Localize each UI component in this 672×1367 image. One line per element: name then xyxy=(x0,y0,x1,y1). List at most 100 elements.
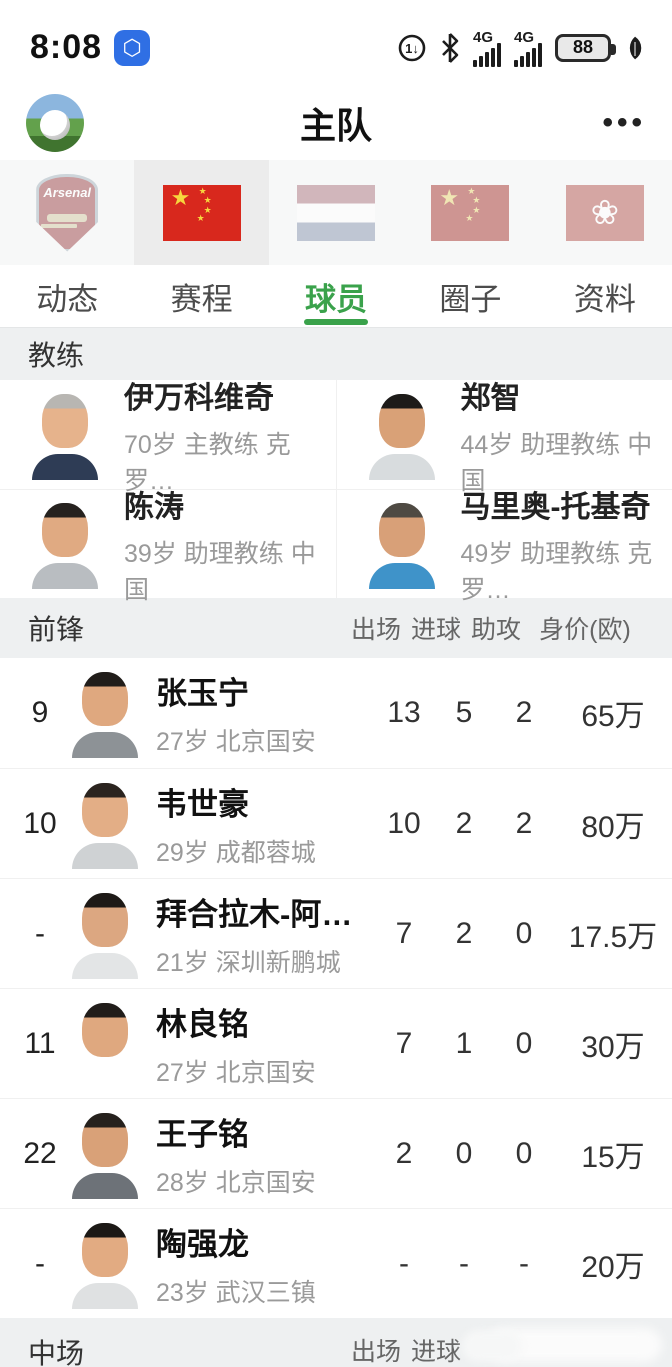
player-row-taoqianglong[interactable]: - 陶强龙 23岁 武汉三镇 - - - 20万 xyxy=(0,1208,672,1318)
stat-goals: 2 xyxy=(455,916,473,950)
stat-value: 20万 xyxy=(581,1250,645,1284)
stat-goals: 1 xyxy=(455,1026,473,1060)
player-row-linliangming[interactable]: 11 林良铭 27岁 北京国安 7 1 0 30万 xyxy=(0,988,672,1098)
player-name: 陶强龙 xyxy=(156,1226,249,1262)
stat-value: 15万 xyxy=(581,1140,645,1174)
coach-avatar xyxy=(28,389,102,480)
coach-meta: 39岁 助理教练 中国 xyxy=(124,540,316,604)
active-tab-underline xyxy=(304,319,369,325)
stat-goals: 2 xyxy=(455,806,473,840)
coach-name: 郑智 xyxy=(460,381,521,415)
coach-meta: 49岁 助理教练 克罗… xyxy=(460,540,653,604)
coach-card-tokic[interactable]: 马里奥-托基奇 49岁 助理教练 克罗… xyxy=(335,490,672,604)
player-name: 拜合拉木-阿卜杜… xyxy=(156,896,368,932)
tab-label: 资料 xyxy=(573,281,636,317)
player-number: 22 xyxy=(23,1136,57,1170)
col-appearances: 出场 xyxy=(350,616,401,644)
stat-value: 80万 xyxy=(581,810,645,844)
team-item-hong-kong[interactable]: ❀ xyxy=(538,160,672,265)
coach-name: 陈涛 xyxy=(124,491,184,524)
player-meta: 21岁 深圳新鹏城 xyxy=(156,948,341,977)
stat-assists: 0 xyxy=(515,1026,533,1060)
more-menu-button[interactable]: ••• xyxy=(602,105,646,139)
player-name: 韦世豪 xyxy=(156,786,249,822)
tab-players[interactable]: 球员 xyxy=(269,265,403,327)
coach-card-zhengzhi[interactable]: 郑智 44岁 助理教练 中国 xyxy=(335,380,672,495)
data-saver-icon: 1↓ xyxy=(397,33,427,63)
team-item-china-selected[interactable]: ★ ★ xyxy=(134,160,269,265)
tab-bar: 动态 赛程 球员 圈子 资料 xyxy=(0,265,672,327)
stat-appearances: 2 xyxy=(395,1136,413,1170)
col-assists: 助攻 xyxy=(470,616,521,644)
stat-assists: - xyxy=(519,1246,529,1280)
tab-schedule[interactable]: 赛程 xyxy=(134,265,268,327)
stat-goals: - xyxy=(459,1246,469,1280)
stat-appearances: 13 xyxy=(387,696,421,729)
player-row-behram[interactable]: - 拜合拉木-阿卜杜… 21岁 深圳新鹏城 7 2 0 17.5万 xyxy=(0,878,672,988)
battery-percent: 88 xyxy=(572,37,594,57)
player-number: 10 xyxy=(23,806,57,840)
team-item-china-2[interactable]: ★ ★ xyxy=(403,160,537,265)
player-meta: 27岁 北京国安 xyxy=(156,1058,316,1087)
coach-meta: 70岁 主教练 克罗… xyxy=(124,430,291,495)
clock: 8:08 xyxy=(30,28,103,66)
team-logo-avatar[interactable] xyxy=(26,93,84,152)
player-name: 张玉宁 xyxy=(156,676,249,711)
bauhinia-icon: ❀ xyxy=(590,193,620,232)
stat-assists: 2 xyxy=(515,806,533,840)
midfield-section-header: 中场 出场 进球 xyxy=(0,1318,672,1367)
signal-4g-sim2-icon: 4G xyxy=(514,29,542,67)
stat-value: 17.5万 xyxy=(568,920,658,954)
midfield-section-label: 中场 xyxy=(28,1338,85,1367)
player-row-zhangyuning[interactable]: 9 张玉宁 27岁 北京国安 13 5 2 65万 xyxy=(0,658,672,768)
player-row-wangziming[interactable]: 22 王子铭 28岁 北京国安 2 0 0 15万 xyxy=(0,1098,672,1208)
coaches-section-header: 教练 xyxy=(0,327,672,380)
signal-4g-sim1-icon: 4G xyxy=(473,29,501,67)
stat-column-headers: 出场 进球 助攻 身价(欧) xyxy=(346,610,644,646)
player-avatar xyxy=(68,888,142,979)
coach-card-ivankovic[interactable]: 伊万科维奇 70岁 主教练 克罗… xyxy=(0,380,336,495)
coach-avatar xyxy=(364,389,439,480)
coach-name: 伊万科维奇 xyxy=(124,381,274,415)
flag-star-big: ★ xyxy=(170,184,191,210)
stat-value: 65万 xyxy=(581,700,645,733)
team-item-netherlands[interactable] xyxy=(269,160,403,265)
page-title: 主队 xyxy=(299,104,372,146)
stat-goals: 0 xyxy=(455,1136,473,1170)
coach-name: 马里奥-托基奇 xyxy=(460,491,651,524)
coach-meta: 44岁 助理教练 中国 xyxy=(460,430,653,495)
player-avatar xyxy=(68,778,142,869)
tab-label: 赛程 xyxy=(170,281,233,317)
col-goals: 进球 xyxy=(410,616,461,644)
stat-assists: 0 xyxy=(515,916,533,950)
player-number: - xyxy=(35,1246,45,1280)
player-name: 林良铭 xyxy=(156,1006,249,1042)
tab-info[interactable]: 资料 xyxy=(538,265,672,327)
player-avatar xyxy=(68,1108,142,1199)
forwards-player-list: 9 张玉宁 27岁 北京国安 13 5 2 65万 10 韦世豪 29岁 成都蓉… xyxy=(0,658,672,1318)
player-meta: 27岁 北京国安 xyxy=(156,728,316,756)
player-number: 11 xyxy=(24,1026,56,1060)
col-value: 身价(欧) xyxy=(539,616,631,644)
player-meta: 28岁 北京国安 xyxy=(156,1168,316,1197)
player-avatar xyxy=(68,998,142,1089)
tab-dynamics[interactable]: 动态 xyxy=(0,265,134,327)
player-row-weishihao[interactable]: 10 韦世豪 29岁 成都蓉城 10 2 2 80万 xyxy=(0,768,672,878)
stat-appearances: 7 xyxy=(395,1026,413,1060)
flag-stars-small: ★ xyxy=(467,185,476,196)
team-item-arsenal[interactable]: Arsenal xyxy=(0,160,134,265)
hong-kong-flag-icon: ❀ xyxy=(565,184,644,241)
arsenal-crest-icon: Arsenal xyxy=(36,173,99,252)
tab-circle[interactable]: 圈子 xyxy=(403,265,537,327)
coach-card-chentao[interactable]: 陈涛 39岁 助理教练 中国 xyxy=(0,490,336,604)
stat-value: 30万 xyxy=(581,1030,645,1064)
china-flag-icon: ★ ★ xyxy=(431,184,510,241)
player-meta: 23岁 武汉三镇 xyxy=(156,1278,316,1307)
player-name: 王子铭 xyxy=(156,1116,249,1152)
china-flag-icon: ★ ★ xyxy=(162,184,241,241)
stat-appearances: 10 xyxy=(387,806,421,840)
app-header: 主队 ••• xyxy=(0,85,672,160)
forwards-section-header: 前锋 出场 进球 助攻 身价(欧) xyxy=(0,598,672,658)
tab-label: 圈子 xyxy=(439,281,502,317)
coach-grid: 伊万科维奇 70岁 主教练 克罗… 郑智 44岁 助理教练 中国 陈涛 39岁 … xyxy=(0,380,672,604)
